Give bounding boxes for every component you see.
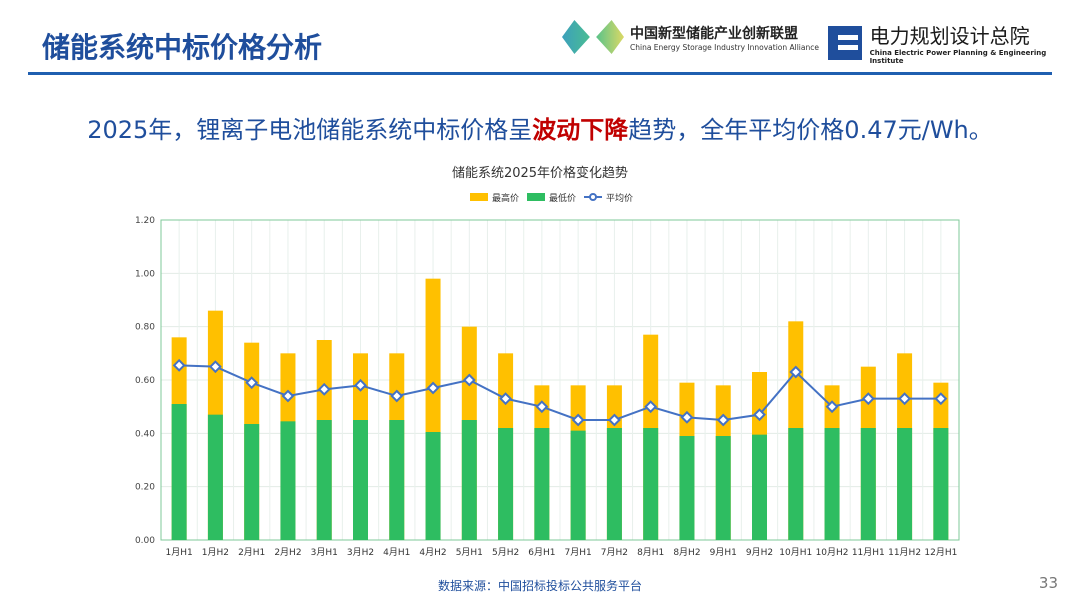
x-tick-label: 9月H1 (710, 547, 737, 558)
x-tick-label: 5月H1 (456, 547, 483, 558)
x-tick-label: 5月H2 (492, 547, 519, 558)
eppei-name-en: China Electric Power Planning & Engineer… (869, 49, 1047, 65)
bar-min (461, 420, 477, 540)
avg-point (607, 413, 621, 427)
x-tick-label: 7月H1 (565, 547, 592, 558)
headline: 2025年，锂离子电池储能系统中标价格呈波动下降趋势，全年平均价格0.47元/W… (0, 110, 1080, 145)
x-tick-label: 2月H2 (274, 547, 301, 558)
y-tick-label: 0.40 (135, 429, 155, 439)
x-tick-label: 6月H1 (528, 547, 555, 558)
eppei-logo-icon (828, 25, 862, 60)
legend-label: 最高价 (492, 192, 519, 204)
avg-point (789, 365, 803, 379)
bar-min (933, 428, 949, 540)
alliance-name-cn: 中国新型储能产业创新联盟 (630, 25, 798, 42)
legend-min-swatch (527, 193, 545, 201)
avg-point (753, 408, 766, 422)
x-tick-label: 3月H1 (311, 547, 338, 558)
x-tick-label: 9月H2 (746, 547, 773, 558)
avg-point (245, 376, 259, 390)
bar-min (316, 420, 332, 540)
headline-highlight: 波动下降 (532, 116, 629, 144)
x-tick-label: 10月H1 (779, 547, 812, 558)
avg-point (644, 400, 658, 414)
legend-max-swatch (470, 193, 488, 201)
y-tick-label: 1.00 (135, 269, 155, 279)
x-tick-label: 1月H2 (202, 547, 229, 558)
avg-point (934, 392, 948, 406)
avg-point (462, 373, 476, 387)
header-divider (28, 72, 1052, 75)
x-tick-label: 3月H2 (347, 547, 374, 558)
bar-min (280, 421, 296, 540)
avg-point (535, 400, 549, 414)
y-tick-label: 0.60 (135, 376, 155, 386)
bar-min (824, 428, 840, 540)
page-number: 33 (1038, 574, 1058, 592)
avg-point (317, 382, 331, 396)
avg-point (716, 413, 730, 427)
y-tick-label: 0.00 (135, 536, 155, 546)
y-tick-label: 0.20 (135, 483, 155, 493)
avg-line (179, 364, 941, 422)
x-tick-label: 11月H1 (852, 547, 885, 558)
alliance-name-en: China Energy Storage Industry Innovation… (630, 42, 819, 52)
avg-point (861, 392, 875, 406)
bar-min (643, 428, 659, 540)
alliance-logo: 中国新型储能产业创新联盟 China Energy Storage Indust… (562, 20, 819, 54)
legend-avg-marker (589, 193, 597, 201)
x-tick-label: 1月H1 (166, 547, 193, 558)
avg-point (680, 410, 694, 424)
data-source: 数据来源：中国招标投标公共服务平台 (437, 579, 642, 593)
bar-min (244, 424, 260, 540)
avg-point (390, 389, 404, 403)
headline-pre: 2025年，锂离子电池储能系统中标价格呈 (87, 116, 533, 144)
bar-min (752, 434, 767, 540)
bar-min (353, 420, 368, 540)
avg-point (281, 389, 295, 403)
plot-frame (160, 219, 960, 541)
avg-point (571, 413, 585, 427)
bar-min (788, 428, 804, 540)
avg-point (499, 392, 513, 406)
headline-post: 趋势，全年平均价格0.47元/Wh。 (628, 116, 993, 144)
eppei-name-cn: 电力规划设计总院 (869, 24, 1030, 48)
x-tick-label: 11月H2 (888, 547, 921, 558)
bar-min (860, 428, 876, 540)
avg-point (426, 381, 440, 395)
x-tick-label: 4月H2 (419, 547, 446, 558)
bar-min (425, 432, 441, 540)
x-tick-label: 12月H1 (924, 547, 957, 558)
bar-min (679, 436, 695, 540)
bar-min (570, 430, 586, 540)
y-tick-label: 0.80 (135, 323, 155, 333)
avg-point (208, 360, 222, 374)
bar-min (171, 404, 187, 540)
avg-point (354, 378, 367, 392)
bar-min (534, 428, 550, 540)
avg-point (172, 358, 186, 372)
x-tick-label: 10月H2 (816, 547, 849, 558)
alliance-logo-icon (562, 20, 624, 54)
avg-point (898, 392, 912, 406)
bar-min (389, 420, 405, 540)
x-tick-label: 2月H1 (238, 547, 265, 558)
bar-min (606, 428, 622, 540)
legend-label: 最低价 (549, 192, 576, 204)
avg-point (825, 400, 839, 414)
bar-min (207, 414, 223, 540)
x-tick-label: 7月H2 (601, 547, 628, 558)
y-tick-label: 1.20 (135, 216, 155, 226)
page-title: 储能系统中标价格分析 (42, 31, 323, 64)
eppei-logo: 电力规划设计总院 China Electric Power Planning &… (828, 20, 1080, 65)
bar-min (498, 428, 514, 540)
legend-label: 平均价 (606, 192, 633, 204)
chart-title: 储能系统2025年价格变化趋势 (452, 165, 628, 181)
x-tick-label: 8月H2 (673, 547, 700, 558)
x-tick-label: 8月H1 (637, 547, 664, 558)
bar-min (715, 436, 731, 540)
x-tick-label: 4月H1 (383, 547, 410, 558)
bar-min (897, 428, 913, 540)
